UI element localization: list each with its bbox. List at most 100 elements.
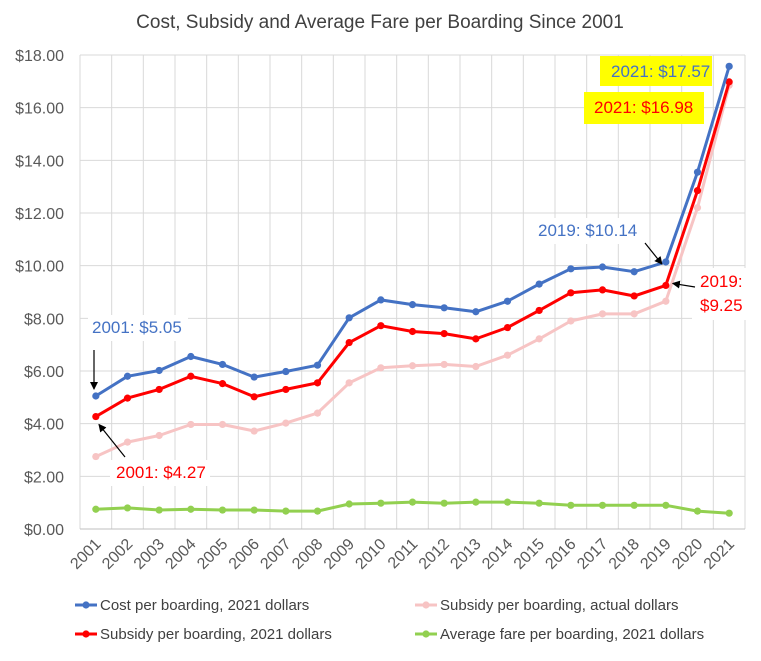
- data-point: [377, 499, 385, 507]
- legend-marker: [82, 601, 90, 609]
- legend: Cost per boarding, 2021 dollars Subsidy p…: [75, 597, 704, 643]
- data-point: [630, 268, 638, 276]
- data-point: [155, 431, 163, 440]
- legend-marker: [422, 630, 430, 638]
- legend-marker: [422, 601, 430, 609]
- y-tick-label: $0.00: [24, 522, 64, 539]
- legend-item: Cost per boarding, 2021 dollars: [75, 597, 309, 614]
- series-cost-per-boarding-2021-dollars: [92, 62, 733, 400]
- data-point: [282, 367, 290, 376]
- series-subsidy-per-boarding-actual-dollars: [92, 81, 733, 461]
- data-point: [630, 310, 638, 318]
- legend-item: Subsidy per boarding, 2021 dollars: [75, 626, 332, 643]
- data-point: [408, 327, 417, 336]
- data-point: [408, 301, 417, 309]
- annotation-box: [110, 460, 210, 486]
- y-tick-label: $16.00: [15, 101, 64, 118]
- data-point: [123, 504, 132, 512]
- axes: $0.00 $2.00 $4.00 $6.00 $8.00 $10.00 $12.00 $14…: [15, 48, 745, 573]
- annotation-box: [692, 268, 752, 320]
- y-tick-label: $12.00: [15, 206, 64, 223]
- x-tick-label: 2012: [416, 536, 453, 573]
- data-point: [250, 506, 258, 514]
- data-point: [535, 499, 543, 507]
- data-point: [725, 62, 733, 70]
- y-tick-label: $10.00: [15, 259, 64, 276]
- data-point: [408, 362, 417, 370]
- data-point: [693, 204, 702, 212]
- data-point: [662, 281, 670, 290]
- data-point: [155, 506, 163, 514]
- data-point: [187, 420, 195, 429]
- data-point: [567, 265, 575, 273]
- annotation-label: 2001: $4.27: [116, 463, 206, 482]
- x-tick-label: 2016: [542, 536, 579, 573]
- data-point: [440, 330, 448, 338]
- annotation-arrow: [644, 242, 663, 265]
- data-point: [440, 499, 448, 507]
- x-tick-label: 2001: [67, 536, 104, 573]
- legend-label: Cost per boarding, 2021 dollars: [100, 597, 309, 614]
- x-tick-label: 2015: [511, 536, 548, 573]
- data-point: [472, 498, 480, 506]
- annotations: 2021: $17.57 2021: $16.98 2019: $10.14 2019…: [88, 56, 752, 486]
- data-point: [345, 379, 353, 387]
- y-tick-label: $18.00: [15, 48, 64, 65]
- data-point: [503, 351, 512, 359]
- x-tick-label: 2007: [257, 536, 294, 573]
- x-tick-label: 2017: [574, 536, 611, 573]
- legend-label: Average fare per boarding, 2021 dollars: [440, 626, 704, 643]
- data-point: [282, 385, 290, 394]
- data-point: [218, 360, 227, 369]
- data-point: [567, 289, 575, 297]
- series-lines: [92, 62, 733, 517]
- data-point: [440, 360, 448, 369]
- x-tick-label: 2002: [99, 536, 136, 573]
- series-subsidy-per-boarding-2021-dollars: [92, 78, 733, 421]
- annotation-box: [584, 92, 704, 124]
- annotation-arrow: [98, 423, 126, 458]
- data-point: [535, 306, 543, 315]
- data-point: [598, 310, 607, 318]
- data-point: [218, 420, 227, 429]
- data-point: [250, 373, 258, 381]
- data-point: [535, 280, 543, 288]
- x-tick-label: 2003: [131, 536, 168, 573]
- data-point: [123, 438, 132, 446]
- x-tick-label: 2011: [385, 536, 421, 572]
- data-point: [630, 292, 638, 300]
- data-point: [187, 505, 195, 513]
- legend-marker: [82, 630, 90, 638]
- data-point: [345, 500, 353, 508]
- data-point: [282, 507, 290, 515]
- data-point: [503, 297, 512, 305]
- x-tick-label: 2021: [701, 536, 738, 573]
- data-point: [377, 296, 385, 304]
- data-point: [408, 498, 417, 506]
- annotation-arrow: [671, 280, 696, 289]
- chart-title: Cost, Subsidy and Average Fare per Board…: [136, 12, 624, 33]
- data-point: [313, 507, 322, 515]
- data-point: [187, 352, 195, 361]
- data-point: [503, 498, 512, 506]
- annotation-label: 2019: $10.14: [538, 221, 637, 240]
- legend-label: Subsidy per boarding, actual dollars: [440, 597, 678, 614]
- data-point: [92, 392, 100, 400]
- data-point: [693, 168, 702, 176]
- legend-label: Subsidy per boarding, 2021 dollars: [100, 626, 332, 643]
- y-tick-label: $14.00: [15, 153, 64, 170]
- data-point: [472, 308, 480, 316]
- x-tick-label: 2009: [321, 536, 358, 573]
- data-point: [218, 380, 227, 388]
- data-point: [92, 412, 100, 421]
- data-point: [503, 323, 512, 332]
- y-tick-label: $8.00: [24, 311, 64, 328]
- x-tick-label: 2018: [606, 536, 643, 573]
- annotation-box: [600, 56, 712, 86]
- data-point: [345, 314, 353, 322]
- data-point: [155, 366, 163, 375]
- data-point: [472, 335, 480, 343]
- series-average-fare-per-boarding-2021-dollars: [92, 498, 733, 517]
- data-point: [313, 361, 322, 369]
